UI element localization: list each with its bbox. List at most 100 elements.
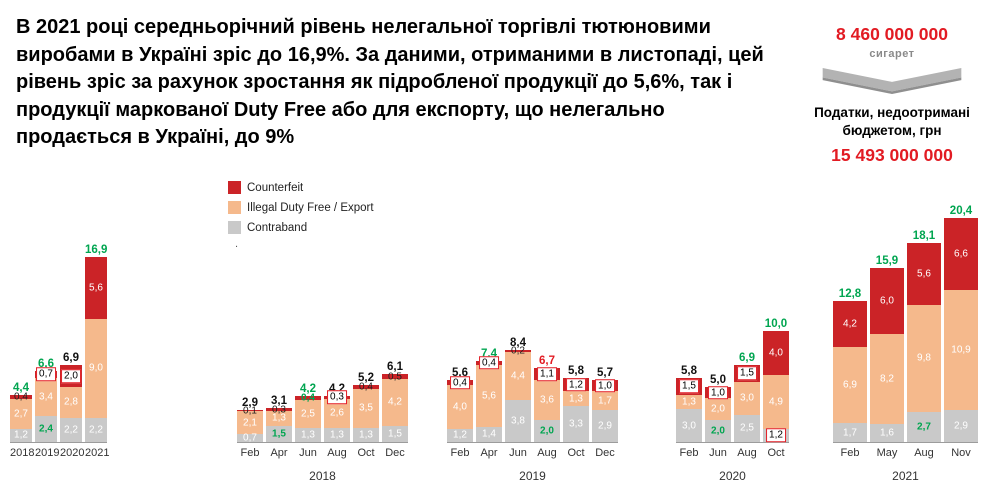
total-label: 6,9 bbox=[63, 352, 79, 365]
stacked-bar: 5,6 9,8 2,7 bbox=[907, 242, 941, 442]
counterfeit-segment: 5,6 bbox=[907, 242, 941, 305]
segment-label: 3,8 bbox=[511, 415, 525, 427]
segment-label: 1,6 bbox=[880, 427, 894, 439]
tick-label-Feb: Feb bbox=[679, 447, 699, 459]
duty_free-segment: 3,4 bbox=[35, 378, 57, 416]
tick-label-Oct: Oct bbox=[767, 447, 785, 459]
duty_free-segment: 1,3 bbox=[563, 391, 589, 406]
counterfeit-segment: 1,2 bbox=[563, 378, 589, 392]
segment-label: 3,0 bbox=[740, 392, 754, 404]
total-label: 18,1 bbox=[912, 229, 936, 242]
contraband-segment: 2,0 bbox=[705, 420, 731, 442]
segment-label: 1,4 bbox=[482, 428, 496, 440]
counterfeit-segment: 2,0 bbox=[60, 365, 82, 388]
total-label: 16,9 bbox=[85, 244, 108, 257]
tick-label-Apr: Apr bbox=[270, 447, 288, 459]
axis-ticks: 2018 2019 2020 2021 bbox=[10, 447, 109, 459]
tick-label-2019: 2019 bbox=[35, 447, 60, 459]
axis-ticks: Feb Jun Aug Oct bbox=[676, 447, 789, 459]
segment-label: 2,0 bbox=[711, 425, 725, 437]
bar-Dec: 6,1 0,5 4,2 1,5 bbox=[382, 361, 408, 442]
bar-Oct: 5,2 0,4 3,5 1,3 bbox=[353, 372, 379, 442]
bars-row: 2,9 0,1 2,1 0,7 3,1 0,3 1,3 1,5 4,2 0,4 2,5 1,3 4,2 0… bbox=[237, 198, 408, 444]
counterfeit-segment: 4,2 bbox=[833, 301, 867, 348]
legend-note: . bbox=[235, 238, 239, 250]
segment-label: 0,3 bbox=[272, 404, 286, 416]
contraband-segment: 2,4 bbox=[35, 415, 57, 442]
legend-item-duty_free: Illegal Duty Free / Export bbox=[228, 201, 374, 214]
axis-ticks: Feb May Aug Nov bbox=[833, 447, 978, 459]
taxes-label: Податки, недоотримані бюджетом, грн bbox=[814, 105, 970, 138]
segment-label: 0,3 bbox=[327, 390, 347, 405]
bar-Feb: 5,6 0,4 4,0 1,2 bbox=[447, 367, 473, 442]
tick-label-Jun: Jun bbox=[709, 447, 727, 459]
bar-Jun: 8,4 0,2 4,4 3,8 bbox=[505, 337, 531, 442]
duty_free-segment: 8,2 bbox=[870, 334, 904, 425]
duty_free-segment: 2,0 bbox=[705, 398, 731, 420]
legend-item-counterfeit: Counterfeit bbox=[228, 181, 374, 194]
segment-label: 3,6 bbox=[540, 394, 554, 406]
segment-label: 2,0 bbox=[711, 403, 725, 415]
tick-label-Jun: Jun bbox=[509, 447, 527, 459]
contraband-segment: 1,3 bbox=[295, 427, 321, 442]
stacked-bar: 5,6 9,0 2,2 bbox=[85, 257, 107, 442]
segment-label: 0,4 bbox=[14, 391, 28, 403]
stacked-bar: 0,4 2,7 1,2 bbox=[10, 391, 32, 442]
segment-label: 6,9 bbox=[843, 379, 857, 391]
segment-label: 8,2 bbox=[880, 373, 894, 385]
contraband-segment: 2,5 bbox=[734, 414, 760, 442]
contraband-segment: 2,2 bbox=[85, 417, 107, 442]
total-label: 3,1 bbox=[271, 394, 287, 407]
duty_free-segment: 2,7 bbox=[10, 399, 32, 429]
stacked-bar: 4,2 6,9 1,7 bbox=[833, 301, 867, 442]
total-label: 5,7 bbox=[597, 367, 613, 380]
segment-label: 0,5 bbox=[388, 371, 402, 383]
segment-label: 5,6 bbox=[917, 268, 931, 280]
counterfeit-segment: 1,0 bbox=[592, 379, 618, 393]
stacked-bar: 0,4 2,5 1,3 bbox=[295, 393, 321, 442]
bar-2018: 4,4 0,4 2,7 1,2 bbox=[10, 382, 32, 442]
bar-Aug: 6,7 1,1 3,6 2,0 bbox=[534, 355, 560, 442]
chart-group-2020: 5,8 1,5 1,3 3,0 5,0 1,0 2,0 2,0 6,9 1,5 3,0 2,5 10,0… bbox=[676, 198, 789, 483]
segment-label: 1,7 bbox=[843, 427, 857, 439]
stacked-bar: 1,0 1,7 2,9 bbox=[592, 379, 618, 442]
counterfeit-segment: 0,5 bbox=[382, 371, 408, 383]
bar-Feb: 2,9 0,1 2,1 0,7 bbox=[237, 397, 263, 444]
stacked-bar: 4,0 4,9 1,2 bbox=[763, 330, 789, 443]
bar-Jun: 4,2 0,4 2,5 1,3 bbox=[295, 383, 321, 442]
segment-label: 4,2 bbox=[388, 396, 402, 408]
segment-label: 9,0 bbox=[89, 362, 103, 374]
duty_free-segment: 1,7 bbox=[592, 391, 618, 411]
segment-label: 1,7 bbox=[598, 395, 612, 407]
total-label: 12,8 bbox=[838, 288, 862, 301]
duty_free-segment: 10,9 bbox=[944, 290, 978, 411]
duty_free-segment: 2,5 bbox=[295, 400, 321, 428]
duty_free-segment: 4,4 bbox=[505, 351, 531, 401]
taxes-amount: 15 493 000 000 bbox=[831, 145, 953, 166]
legend-label: Counterfeit bbox=[247, 181, 304, 194]
counterfeit-segment: 6,0 bbox=[870, 268, 904, 335]
bar-Feb: 12,8 4,2 6,9 1,7 bbox=[833, 288, 867, 442]
counterfeit-segment: 1,1 bbox=[534, 367, 560, 382]
duty_free-segment: 5,6 bbox=[476, 365, 502, 427]
group-label: 2019 bbox=[519, 469, 546, 483]
counterfeit-segment: 0,4 bbox=[10, 391, 32, 402]
segment-label: 1,3 bbox=[301, 429, 315, 441]
contraband-segment: 1,5 bbox=[382, 425, 408, 442]
bar-Oct: 5,8 1,2 1,3 3,3 bbox=[563, 365, 589, 442]
total-label: 4,4 bbox=[13, 381, 29, 394]
tick-label-Aug: Aug bbox=[737, 447, 757, 459]
duty_free-segment: 2,1 bbox=[237, 411, 263, 435]
chart-group-annual-average: 4,4 0,4 2,7 1,2 6,6 0,7 3,4 2,4 6,9 2,0 2,8 2,2 16,9… bbox=[10, 198, 109, 469]
segment-label: 2,7 bbox=[14, 408, 28, 420]
bar-Aug: 6,9 1,5 3,0 2,5 bbox=[734, 352, 760, 442]
segment-label: 3,3 bbox=[569, 418, 583, 430]
legend-label: Illegal Duty Free / Export bbox=[247, 201, 374, 214]
segment-label: 1,0 bbox=[595, 379, 615, 393]
counterfeit-segment: 6,6 bbox=[944, 217, 978, 291]
segment-label: 3,5 bbox=[359, 402, 373, 414]
segment-label: 4,2 bbox=[843, 318, 857, 330]
contraband-segment: 3,3 bbox=[563, 405, 589, 442]
contraband-segment: 2,9 bbox=[944, 410, 978, 442]
